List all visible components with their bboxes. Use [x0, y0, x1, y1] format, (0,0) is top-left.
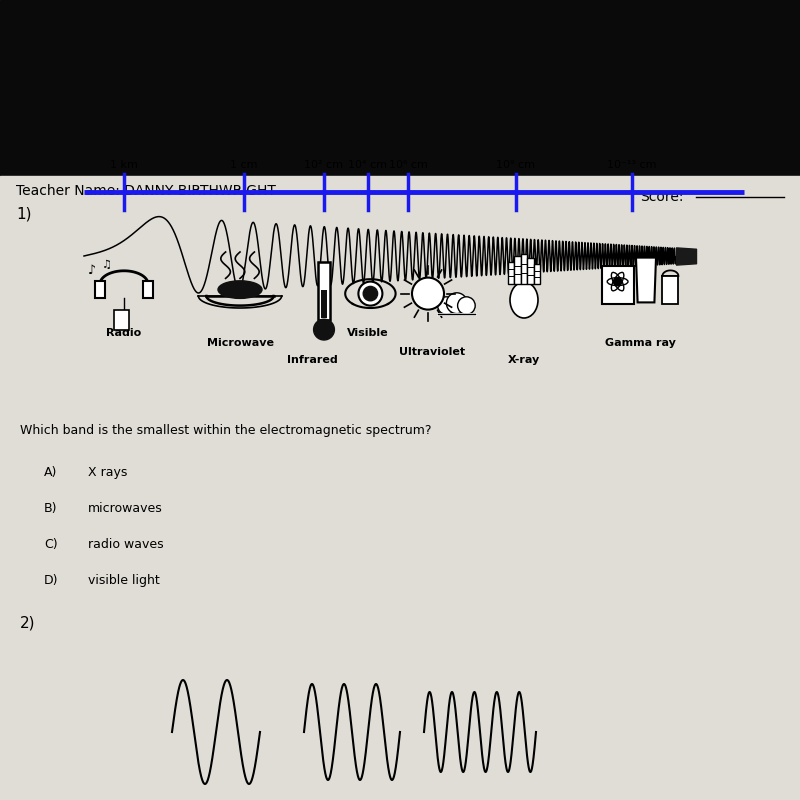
- Bar: [602, 266, 634, 304]
- Circle shape: [614, 278, 622, 286]
- Text: 1): 1): [16, 206, 31, 222]
- Text: Which band is the smallest within the electromagnetic spectrum?: Which band is the smallest within the el…: [20, 424, 431, 437]
- Circle shape: [438, 297, 455, 314]
- Text: ♫: ♫: [102, 260, 111, 270]
- Ellipse shape: [218, 281, 262, 298]
- Text: Infrared: Infrared: [286, 355, 338, 365]
- Bar: [662, 276, 678, 304]
- Bar: [143, 281, 153, 298]
- Text: Microwave: Microwave: [206, 338, 274, 347]
- Text: 2): 2): [20, 616, 35, 631]
- Polygon shape: [636, 258, 656, 302]
- Text: 10⁻¹³ cm: 10⁻¹³ cm: [607, 160, 657, 170]
- Text: C): C): [44, 538, 58, 550]
- Bar: [514, 256, 521, 284]
- Text: Visible: Visible: [347, 328, 389, 338]
- Ellipse shape: [510, 282, 538, 318]
- Text: B): B): [44, 502, 58, 514]
- Bar: [95, 281, 105, 298]
- Text: 1 cm: 1 cm: [230, 160, 258, 170]
- Text: D): D): [44, 574, 58, 586]
- Text: Ultraviolet: Ultraviolet: [399, 347, 465, 357]
- Circle shape: [446, 293, 467, 314]
- Text: 1 km: 1 km: [110, 160, 138, 170]
- Bar: [0, 0, 800, 176]
- Text: X rays: X rays: [88, 466, 127, 478]
- Circle shape: [314, 319, 334, 340]
- Text: 10⁹ cm: 10⁹ cm: [497, 160, 535, 170]
- Text: A): A): [44, 466, 58, 478]
- Bar: [521, 254, 527, 284]
- Bar: [114, 310, 129, 330]
- Text: visible light: visible light: [88, 574, 160, 586]
- Text: ♪: ♪: [88, 264, 96, 278]
- Bar: [527, 258, 534, 284]
- Text: Radio: Radio: [106, 328, 142, 338]
- Bar: [534, 264, 540, 284]
- Circle shape: [363, 286, 378, 301]
- Circle shape: [358, 282, 382, 306]
- Text: 10⁴ cm: 10⁴ cm: [349, 160, 387, 170]
- Text: 10² cm: 10² cm: [305, 160, 343, 170]
- Bar: [321, 290, 327, 318]
- Text: Score:: Score:: [640, 190, 683, 204]
- Text: 10⁶ cm: 10⁶ cm: [389, 160, 427, 170]
- Text: radio waves: radio waves: [88, 538, 164, 550]
- Bar: [0, 176, 800, 800]
- Text: microwaves: microwaves: [88, 502, 162, 514]
- Text: X-ray: X-ray: [508, 355, 540, 365]
- Text: Teacher Name: DANNY BIRTHWRIGHT: Teacher Name: DANNY BIRTHWRIGHT: [16, 184, 276, 198]
- Bar: [318, 262, 330, 320]
- Text: Gamma ray: Gamma ray: [605, 338, 675, 347]
- Circle shape: [458, 297, 475, 314]
- Bar: [508, 262, 514, 284]
- Circle shape: [412, 278, 444, 310]
